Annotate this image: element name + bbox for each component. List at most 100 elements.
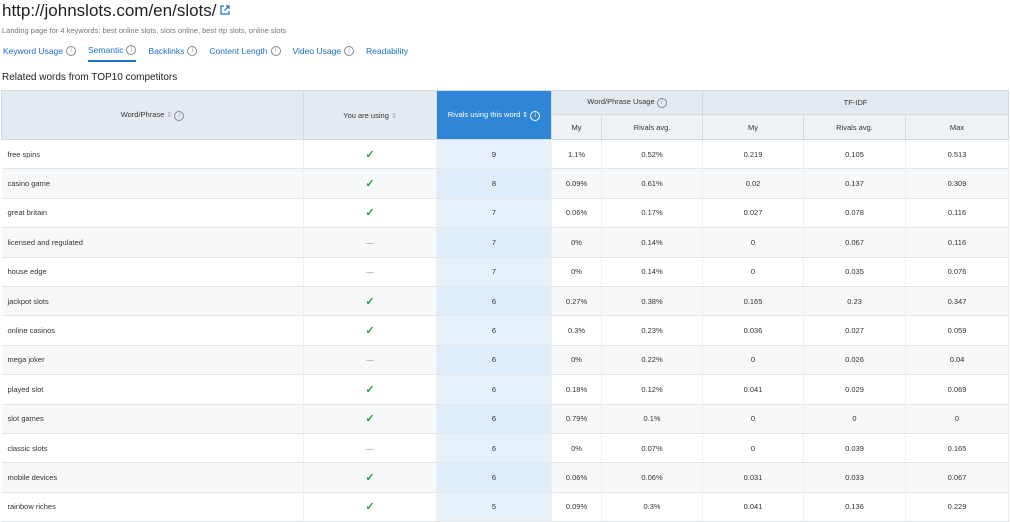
table-cell: ✓ xyxy=(303,315,437,346)
table-cell: 0.23% xyxy=(601,315,703,346)
table-cell: 0.07% xyxy=(601,433,703,464)
table-cell: classic slots xyxy=(1,433,304,464)
tab-label: Content Length xyxy=(209,46,268,56)
table-row: casino game ✓ 8 0.09% 0.61% 0.02 0.137 0.309 xyxy=(1,168,1010,199)
table-cell: 0 xyxy=(702,227,804,258)
table-cell: 0.3% xyxy=(601,492,703,522)
table-cell: 0.38% xyxy=(601,286,703,317)
table-cell: 0.347 xyxy=(905,286,1010,317)
table-cell: 0.06% xyxy=(601,462,703,493)
table-cell: 0.309 xyxy=(905,168,1010,199)
info-icon: i xyxy=(270,46,281,56)
url[interactable]: http://johnslots.com/en/slots/ xyxy=(2,1,217,20)
header-label: TF-IDF xyxy=(843,98,868,107)
table-cell: 0.078 xyxy=(803,198,906,229)
table-cell: 0.229 xyxy=(905,492,1010,522)
subheader-cell[interactable]: My xyxy=(551,114,602,140)
header-label: Word/Phrase xyxy=(120,109,165,119)
table-cell: ✓ xyxy=(303,404,437,434)
table-cell: 0.52% xyxy=(601,139,703,170)
table-cell: mobile devices xyxy=(1,462,304,493)
table-cell: 0 xyxy=(803,404,906,434)
table-row: licensed and regulated —7 0% 0.14% 0 0.067 0.1… xyxy=(1,227,1010,258)
subheader-cell[interactable]: Rivals avg. xyxy=(601,114,703,140)
table-cell: 0.04 xyxy=(905,345,1010,376)
tab[interactable]: Content Length i xyxy=(209,45,281,62)
table-cell: 0 xyxy=(702,257,804,287)
header-label: You are using xyxy=(343,110,389,120)
tab[interactable]: Readability xyxy=(366,45,408,62)
subheader-cell[interactable]: Max xyxy=(904,114,1010,140)
table-cell: 6 xyxy=(436,462,552,493)
info-icon: i xyxy=(66,46,77,56)
table-cell: 0% xyxy=(551,345,602,376)
table-cell: 0 xyxy=(702,404,804,434)
table-row: mega joker —6 0% 0.22% 0 0.026 0.04 xyxy=(1,345,1010,376)
page-title: http://johnslots.com/en/slots/ xyxy=(2,1,230,21)
table-cell: 6 xyxy=(436,286,552,317)
table-cell: 0.79% xyxy=(551,404,602,434)
table-cell: ✓ xyxy=(303,139,437,170)
table-cell: rainbow riches xyxy=(1,492,304,522)
header-label: Rivals using this word xyxy=(447,109,521,119)
table-cell: ✓ xyxy=(303,374,437,405)
table-cell: 0.09% xyxy=(551,168,602,199)
table-cell: 0.027 xyxy=(803,315,906,346)
subheader-cell[interactable]: Rivals avg. xyxy=(803,114,906,140)
table-cell: ✓ xyxy=(303,198,437,229)
table-cell: — xyxy=(303,345,437,376)
table-cell: 6 xyxy=(436,433,552,464)
table-cell: 6 xyxy=(436,345,552,376)
table-cell: free spins xyxy=(1,139,304,170)
tab[interactable]: Semantic i xyxy=(88,45,137,62)
table-cell: 0.513 xyxy=(905,139,1010,170)
tab[interactable]: Backlinks i xyxy=(148,45,198,62)
table-cell: 0.27% xyxy=(551,286,602,317)
table-cell: 0.02 xyxy=(702,168,804,199)
header-cell[interactable]: Rivals using this word ⇕ i xyxy=(436,90,552,140)
external-link-icon[interactable] xyxy=(219,5,230,15)
table-cell: 6 xyxy=(436,315,552,346)
table-row: played slot ✓ 6 0.18% 0.12% 0.041 0.029 0.069 xyxy=(1,374,1010,405)
table-cell: 0.041 xyxy=(702,492,804,522)
tab[interactable]: Video Usage i xyxy=(293,45,355,62)
tab[interactable]: Keyword Usage i xyxy=(3,45,77,62)
header-cell[interactable]: You are using ⇕ xyxy=(303,90,437,140)
table-cell: 9 xyxy=(436,139,552,170)
table-row: online casinos ✓ 6 0.3% 0.23% 0.036 0.027 0.059 xyxy=(1,315,1010,346)
table-cell: 0.033 xyxy=(803,462,906,493)
table-cell: 0 xyxy=(905,404,1010,434)
table-cell: casino game xyxy=(1,168,304,199)
header-cell: Word/Phrase Usage i xyxy=(551,90,703,115)
table-cell: 0.067 xyxy=(803,227,906,258)
table-cell: 8 xyxy=(436,168,552,199)
table-cell: 0% xyxy=(551,257,602,287)
table-cell: 0.18% xyxy=(551,374,602,405)
table-cell: — xyxy=(303,257,437,287)
table-cell: played slot xyxy=(1,374,304,405)
table-cell: 0.22% xyxy=(601,345,703,376)
table-cell: 0.137 xyxy=(803,168,906,199)
table-cell: 0.059 xyxy=(905,315,1010,346)
header-cell[interactable]: Word/Phrase ⇕ i xyxy=(1,90,304,140)
table-cell: licensed and regulated xyxy=(1,227,304,258)
tab-label: Readability xyxy=(366,46,409,56)
table-cell: — xyxy=(303,227,437,258)
table-cell: 0.1% xyxy=(601,404,703,434)
table-cell: 6 xyxy=(436,404,552,434)
section-title: Related words from TOP10 competitors xyxy=(2,72,178,83)
info-icon: i xyxy=(126,45,137,55)
table-row: jackpot slots ✓ 6 0.27% 0.38% 0.165 0.23 0.347 xyxy=(1,286,1010,317)
table-cell: 0.031 xyxy=(702,462,804,493)
subheader-cell[interactable]: My xyxy=(702,114,804,140)
table-cell: 0 xyxy=(702,433,804,464)
table-cell: 0.039 xyxy=(803,433,906,464)
table-cell: 5 xyxy=(436,492,552,522)
table-row: classic slots —6 0% 0.07% 0 0.039 0.165 xyxy=(1,433,1010,464)
table-cell: 0.14% xyxy=(601,227,703,258)
table-cell: 0.12% xyxy=(601,374,703,405)
table-cell: slot games xyxy=(1,404,304,434)
table-cell: mega joker xyxy=(1,345,304,376)
table-cell: 0.027 xyxy=(702,198,804,229)
